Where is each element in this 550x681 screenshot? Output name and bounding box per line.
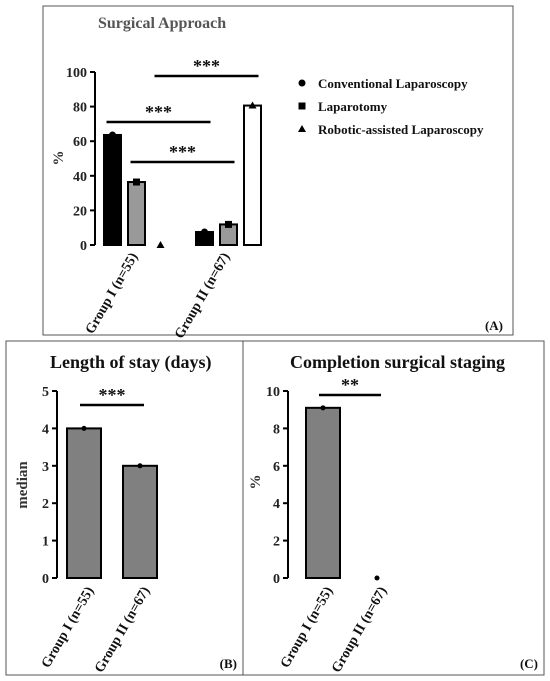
panel-a-title: Surgical Approach (98, 15, 226, 32)
panel-b-y-tick-label: 0 (42, 572, 49, 587)
panel-b-plot: 0 1 2 3 4 5 Group I (n=55)Group II (n=67) *** (39, 385, 158, 676)
panel-b-bar (66, 427, 102, 579)
panel-b-label: (B) (220, 656, 237, 671)
panel-a-significance-label: *** (145, 102, 172, 122)
panel-b-point (81, 425, 87, 431)
panel-c-y-tick-label: 2 (273, 535, 280, 550)
panel-c-category-label: Group II (n=67) (329, 584, 390, 675)
panel-a-frame (42, 5, 514, 336)
panel-b-y-tick-label: 4 (42, 422, 49, 437)
panel-b-point (137, 463, 143, 469)
panel-c-y-tick-label: 10 (266, 385, 280, 400)
panel-b-bar (122, 464, 158, 579)
panel-c-y-tick-label: 0 (273, 572, 280, 587)
panel-b-category-label: Group I (n=55) (39, 584, 98, 671)
panel-a-category-label: Group II (n=67) (172, 250, 233, 341)
panel-a-point (156, 241, 165, 248)
panel-c-point (320, 405, 326, 411)
panel-a-y-tick-label: 20 (73, 204, 87, 219)
panel-b-ylabel: median (15, 461, 31, 509)
panel-a-y-tick-label: 0 (80, 239, 87, 254)
panel-a-legend-label: Robotic-assisted Laparoscopy (318, 122, 484, 137)
panel-b-significance-label: *** (99, 385, 126, 405)
panel-b-y-tick-label: 3 (42, 460, 49, 475)
panel-c-frame (242, 340, 545, 676)
panel-a-bar (127, 181, 146, 246)
panel-a-y-tick-label: 100 (66, 66, 87, 81)
panel-c-significance-label: ** (341, 375, 359, 395)
panel-a-point (109, 131, 116, 139)
panel-c-ylabel: % (248, 475, 264, 490)
panel-a-legend-label: Conventional Laparoscopy (318, 76, 468, 91)
panel-a-point (248, 101, 257, 109)
panel-b-y-tick-label: 1 (42, 535, 49, 550)
panel-c-category-label: Group I (n=55) (278, 584, 337, 671)
panel-a-ylabel: % (51, 151, 67, 166)
panel-c-point (374, 575, 380, 581)
panel-a-y-tick-label: 40 (73, 170, 87, 185)
panel-a-label: (A) (485, 318, 503, 333)
panel-a-bar (103, 133, 122, 246)
panel-a-y-tick-label: 60 (73, 135, 87, 150)
panel-b-title: Length of stay (days) (50, 352, 212, 373)
panel-a-y-tick-label: 80 (73, 101, 87, 116)
panel-c-title: Completion surgical staging (290, 352, 505, 372)
panel-b-y-tick-label: 2 (42, 497, 49, 512)
panel-a-legend-marker (298, 102, 306, 110)
panel-c-plot: 0 2 4 6 8 10 Group I (n=55)Group II (n=67) ** (266, 375, 391, 676)
panel-c-y-tick-label: 4 (273, 497, 280, 512)
panel-c-bar (305, 406, 341, 579)
panel-c-y-tick-label: 8 (273, 422, 280, 437)
panel-a-point (133, 178, 140, 186)
panel-a-legend-marker (298, 79, 306, 87)
panel-a-plot: 0 20 40 60 80 100 Group I (n=55) Group II (n=67… (66, 56, 484, 342)
panel-a-bar (243, 104, 262, 246)
panel-c-label: (C) (520, 656, 538, 671)
panel-a-significance-label: *** (169, 142, 196, 162)
panel-a-category-label: Group I (n=55) (83, 250, 142, 337)
panel-a-point (225, 220, 232, 228)
panel-a-legend-marker (298, 125, 306, 132)
panel-c-y-tick-label: 6 (273, 460, 280, 475)
panel-b-category-label: Group II (n=67) (92, 584, 153, 675)
panel-b-y-tick-label: 5 (42, 385, 49, 400)
panel-a-significance-label: *** (193, 56, 220, 76)
panel-a-point (201, 228, 208, 236)
panel-a-legend-label: Laparotomy (318, 99, 388, 114)
